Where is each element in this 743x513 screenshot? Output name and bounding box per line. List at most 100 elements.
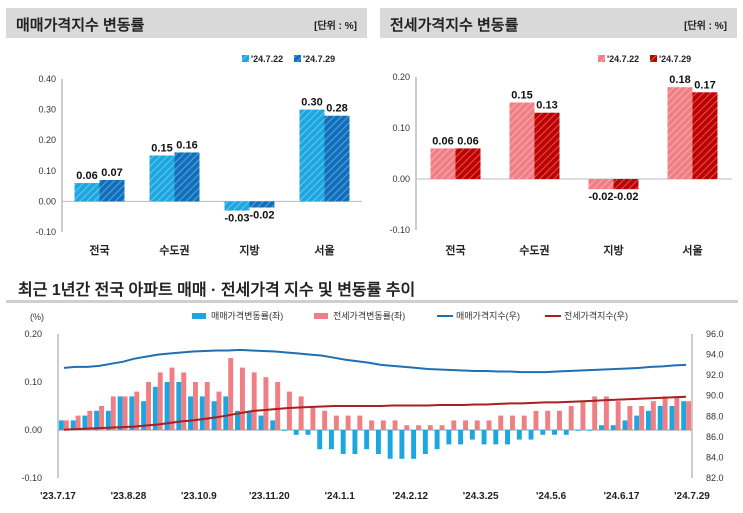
legend-label: 전세가격지수(우) xyxy=(564,310,628,321)
bar-cur xyxy=(613,179,639,190)
sale-change-bar xyxy=(411,430,417,459)
sale-change-bar xyxy=(516,430,522,440)
sale-change-bar xyxy=(258,415,264,430)
jeonse-change-bar xyxy=(568,406,574,430)
jeonse-change-bar xyxy=(298,396,304,430)
category-label: 전국 xyxy=(89,243,109,257)
jeonse-change-bar xyxy=(275,382,281,430)
jeonse-change-bar xyxy=(286,391,292,430)
y-right-tick-label: 88.0 xyxy=(706,411,724,421)
jeonse-change-bar xyxy=(345,415,351,430)
bar-prev xyxy=(430,148,456,179)
x-tick-label: '24.7.29 xyxy=(674,491,710,502)
bar-prev xyxy=(299,109,325,202)
bar-data-label: -0.02 xyxy=(613,191,638,203)
y-tick-label: 0.30 xyxy=(38,105,56,115)
jeonse-panel-unit: [단위 : %] xyxy=(684,21,727,32)
jeonse-change-chart: 0.20 0.10 0.00 -0.10 '24.7.22 '24.7.29 0.06 0.0… xyxy=(389,54,732,257)
sale-change-bar xyxy=(235,410,240,430)
sale-change-bar xyxy=(563,430,569,435)
x-tick-label: '24.3.25 xyxy=(463,491,499,502)
bar-cur xyxy=(455,148,481,179)
sale-change-bar xyxy=(211,401,217,430)
sale-change-bar xyxy=(681,401,687,430)
legend-label-cur: '24.7.29 xyxy=(303,54,335,64)
x-tick-label: '23.10.9 xyxy=(181,491,217,502)
sale-change-bar xyxy=(105,410,111,430)
jeonse-change-bar xyxy=(439,425,445,430)
legend-swatch-cur xyxy=(650,55,657,62)
jeonse-index-line xyxy=(63,395,687,431)
jeonse-change-bar xyxy=(556,410,562,430)
sale-panel-unit: [단위 : %] xyxy=(314,21,357,32)
bar-prev xyxy=(224,201,250,211)
sale-change-bar xyxy=(657,406,663,430)
sale-change-bar xyxy=(622,420,628,430)
sale-change-bar xyxy=(129,396,135,430)
sale-change-bar xyxy=(340,430,346,454)
bar-data-label: 0.13 xyxy=(536,100,557,112)
sale-change-bar xyxy=(152,386,158,430)
y-tick-label: 0.10 xyxy=(38,166,56,176)
y-left-tick-label: 0.10 xyxy=(24,377,42,387)
sale-change-bar xyxy=(293,430,299,435)
jeonse-change-bar xyxy=(228,358,234,430)
jeonse-change-bar xyxy=(263,377,269,430)
jeonse-change-bar xyxy=(322,410,328,430)
legend-swatch xyxy=(314,313,328,319)
sale-change-bar xyxy=(399,430,405,459)
jeonse-change-bar xyxy=(380,420,386,430)
y-tick-label: -0.10 xyxy=(35,227,56,237)
category-label: 수도권 xyxy=(519,244,549,257)
category-label: 전국 xyxy=(445,243,465,257)
jeonse-change-bar xyxy=(193,382,198,430)
legend-label: 매매가격변동률(좌) xyxy=(211,310,283,321)
jeonse-change-bar xyxy=(404,425,410,430)
jeonse-change-bar xyxy=(427,425,433,430)
jeonse-change-bar xyxy=(510,415,515,430)
jeonse-change-bar xyxy=(603,396,609,430)
x-tick-label: '23.8.28 xyxy=(111,491,147,502)
sale-change-bar xyxy=(599,425,604,430)
sale-change-bar xyxy=(387,430,393,459)
sale-change-bar xyxy=(70,420,76,430)
jeonse-change-bar xyxy=(451,420,457,430)
sale-change-bar xyxy=(493,430,499,445)
category-label: 지방 xyxy=(239,243,259,257)
sale-change-bar xyxy=(199,396,205,430)
sale-change-chart: 0.40 0.30 0.20 0.10 0.00 -0.10 '24.7.22 '24.7.2… xyxy=(35,54,362,257)
jeonse-change-bar xyxy=(674,396,680,430)
sale-change-bar xyxy=(164,382,170,430)
sale-change-bar xyxy=(94,410,100,430)
jeonse-change-bar xyxy=(146,382,151,430)
bar-data-label: 0.15 xyxy=(151,143,172,155)
jeonse-change-bar xyxy=(181,372,187,430)
sale-change-bar xyxy=(117,396,123,430)
sale-index-line xyxy=(63,348,687,374)
jeonse-change-bar xyxy=(627,406,633,430)
legend-label: 전세가격변동률(좌) xyxy=(333,310,405,321)
y-tick-label: 0.00 xyxy=(392,174,410,184)
jeonse-change-bar xyxy=(239,367,245,430)
jeonse-change-bar xyxy=(650,401,656,430)
bar-data-label: 0.30 xyxy=(301,97,322,109)
left-axis-unit: (%) xyxy=(30,312,44,322)
jeonse-change-bar xyxy=(545,410,551,430)
bar-cur xyxy=(534,112,560,179)
sale-change-bar xyxy=(282,430,287,431)
sale-change-bar xyxy=(58,420,64,430)
y-left-tick-label: 0.20 xyxy=(24,329,42,339)
sale-change-bar xyxy=(528,430,534,440)
x-tick-label: '23.7.17 xyxy=(40,491,76,502)
bar-prev xyxy=(667,87,693,179)
sale-change-bar xyxy=(305,430,311,435)
bar-data-label: 0.28 xyxy=(326,103,347,115)
y-tick-label: 0.00 xyxy=(38,196,56,206)
x-tick-label: '24.6.17 xyxy=(604,491,640,502)
bar-cur xyxy=(324,115,350,202)
jeonse-change-bar xyxy=(580,401,586,430)
sale-change-bar xyxy=(375,430,381,454)
trend-section-title: 최근 1년간 전국 아파트 매매 · 전세가격 지수 및 변동률 추이 xyxy=(18,282,416,299)
category-label: 서울 xyxy=(314,243,334,257)
legend-label-prev: '24.7.22 xyxy=(251,54,283,64)
